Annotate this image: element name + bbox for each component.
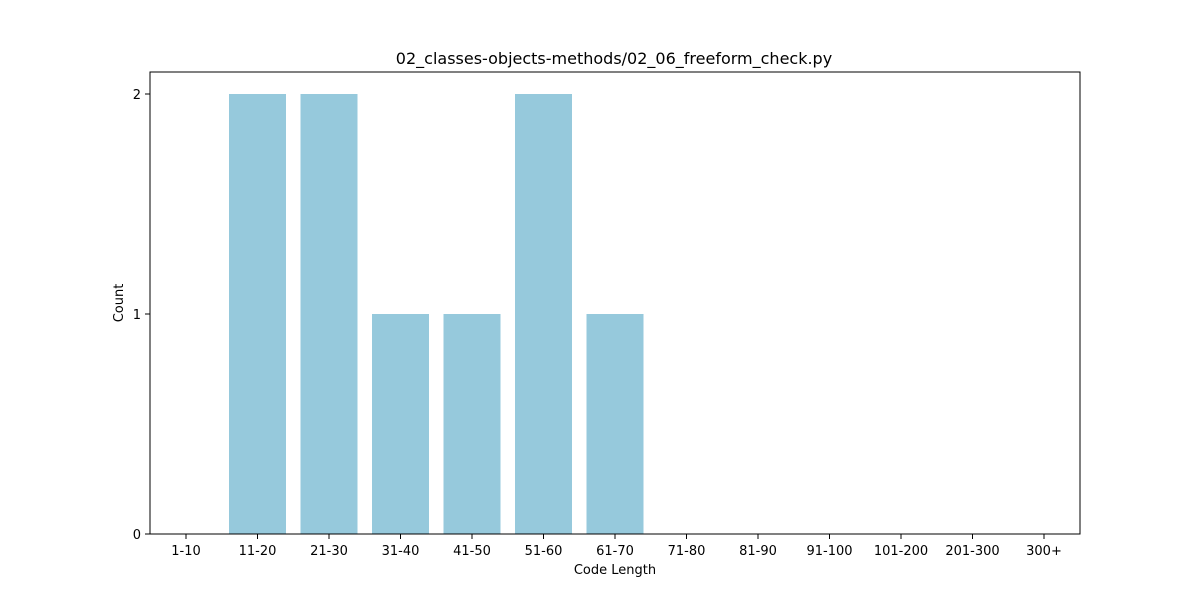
bar-51-60 <box>515 94 572 534</box>
x-tick-label: 201-300 <box>945 544 999 559</box>
x-tick-label: 91-100 <box>806 544 852 559</box>
bar-21-30 <box>300 94 358 534</box>
x-tick-label: 81-90 <box>739 544 777 559</box>
x-tick-label: 101-200 <box>874 544 928 559</box>
x-tick-label: 61-70 <box>596 544 634 559</box>
x-axis-label: Code Length <box>574 563 656 578</box>
x-tick-label: 71-80 <box>668 544 706 559</box>
x-tick-label: 51-60 <box>525 544 563 559</box>
x-tick-label: 300+ <box>1026 544 1062 559</box>
bar-31-40 <box>372 314 429 534</box>
y-tick-label: 1 <box>133 308 141 323</box>
bar-11-20 <box>229 94 286 534</box>
bar-41-50 <box>443 314 501 534</box>
x-tick-label: 11-20 <box>239 544 277 559</box>
y-tick-label: 0 <box>133 528 141 543</box>
x-tick-label: 41-50 <box>453 544 491 559</box>
bars <box>229 94 644 534</box>
bar-61-70 <box>586 314 644 534</box>
chart-title: 02_classes-objects-methods/02_06_freefor… <box>396 49 832 69</box>
y-axis-ticks: 0 1 2 <box>133 88 150 543</box>
y-axis-label: Count <box>112 284 127 323</box>
x-axis-ticks: 1-10 11-20 21-30 31-40 41-50 51-60 61-70 71-80 8… <box>171 534 1062 559</box>
y-tick-label: 2 <box>133 88 141 103</box>
x-tick-label: 21-30 <box>310 544 348 559</box>
x-tick-label: 1-10 <box>171 544 201 559</box>
x-tick-label: 31-40 <box>382 544 420 559</box>
